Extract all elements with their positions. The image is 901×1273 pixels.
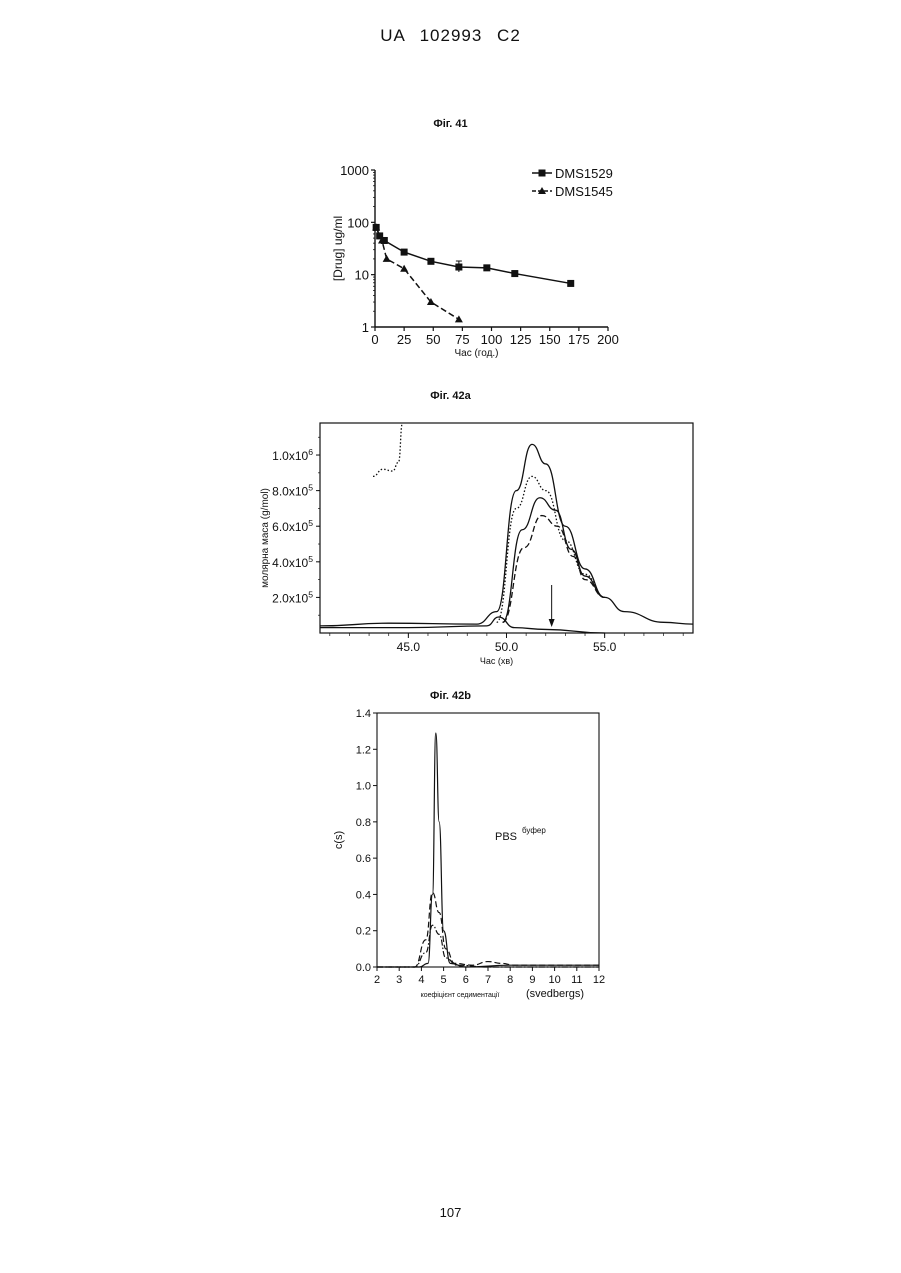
f42b-y-tick-label: 0.4 xyxy=(356,889,371,901)
figure-42a-title: Фіг. 42a xyxy=(0,390,901,402)
f41-legend-marker xyxy=(539,170,546,177)
f41-point xyxy=(483,264,490,271)
f42b-x-tick-label: 4 xyxy=(418,974,424,986)
f42b-x-tick-label: 5 xyxy=(441,974,447,986)
f42a-x-label: Час (хв) xyxy=(480,656,513,666)
f42b-x-tick-label: 10 xyxy=(548,974,560,986)
f42a-y-tick-label: 6.0x105 xyxy=(272,518,313,534)
f42b-y-tick-label: 0.2 xyxy=(356,926,371,938)
f42b-y-tick-label: 0.0 xyxy=(356,962,371,974)
f41-legend-label: DMS1545 xyxy=(555,184,613,199)
f42a-y-tick-label: 2.0x105 xyxy=(272,589,313,605)
f42b-annotation: PBS xyxy=(495,831,517,843)
f42a-x-tick-label: 50.0 xyxy=(495,640,519,654)
f42b-x-label-units: (svedbergs) xyxy=(526,988,584,1000)
f41-x-tick-label: 75 xyxy=(455,332,469,347)
f42b-x-tick-label: 11 xyxy=(571,974,582,986)
f41-point xyxy=(401,249,408,256)
f42b-y-tick-label: 1.0 xyxy=(356,781,371,793)
f42b-x-tick-label: 8 xyxy=(507,974,513,986)
f41-x-tick-label: 200 xyxy=(597,332,619,347)
f41-x-tick-label: 150 xyxy=(539,332,561,347)
f42b-y-tick-label: 0.6 xyxy=(356,853,371,865)
figure-41-chart: 0 25 50 75 100 125 150 175 200 1 10 100 1000 Час (год… xyxy=(320,155,630,370)
f42b-frame xyxy=(377,713,599,967)
f41-x-tick-label: 0 xyxy=(371,332,378,347)
f42a-y-tick-label: 1.0x106 xyxy=(272,447,313,463)
f41-y-tick-label: 1 xyxy=(362,320,369,335)
f41-point xyxy=(567,280,574,287)
f41-x-tick-label: 50 xyxy=(426,332,440,347)
f41-point xyxy=(400,265,408,272)
figure-42a-chart: 45.0 50.0 55.0 2.0x105 4.0x105 6.0x105 8.0x105… xyxy=(255,415,705,675)
f42a-y-label: молярна маса (g/mol) xyxy=(260,488,271,588)
f42a-arrow-head xyxy=(549,619,555,627)
f41-point xyxy=(383,255,391,262)
f41-x-tick-label: 100 xyxy=(481,332,503,347)
f42a-x-tick-label: 55.0 xyxy=(593,640,617,654)
f42b-trace xyxy=(377,733,599,967)
f41-x-label: Час (год.) xyxy=(454,348,498,359)
f41-point xyxy=(455,315,463,322)
f41-x-tick-label: 125 xyxy=(510,332,532,347)
page-number: 107 xyxy=(0,1205,901,1220)
f42a-x-tick-label: 45.0 xyxy=(397,640,421,654)
f42b-x-tick-label: 6 xyxy=(463,974,469,986)
f42b-x-tick-label: 2 xyxy=(374,974,380,986)
f42b-x-tick-label: 7 xyxy=(485,974,491,986)
f41-y-tick-label: 100 xyxy=(347,215,369,230)
f42a-y-tick-label: 8.0x105 xyxy=(272,483,313,499)
f42b-trace xyxy=(377,893,599,967)
f42a-frame xyxy=(320,423,693,633)
patent-header: UA 102993 C2 xyxy=(0,26,901,46)
f42b-x-tick-label: 9 xyxy=(529,974,535,986)
f42b-y-label: c(s) xyxy=(333,831,345,849)
f42b-x-tick-label: 3 xyxy=(396,974,402,986)
f42a-trace xyxy=(320,444,693,626)
f42b-annotation-sup: буфер xyxy=(522,826,546,835)
f42a-trace xyxy=(503,516,605,623)
f42a-trace xyxy=(320,617,605,633)
f41-y-tick-label: 10 xyxy=(355,268,369,283)
f41-point xyxy=(511,270,518,277)
f42b-trace xyxy=(377,925,599,967)
f42a-trace xyxy=(373,423,402,476)
f41-legend-label: DMS1529 xyxy=(555,166,613,181)
f41-x-tick-label: 175 xyxy=(568,332,590,347)
f41-y-label: [Drug] ug/ml xyxy=(331,216,345,281)
f42b-y-tick-label: 1.4 xyxy=(356,708,371,720)
f42b-x-tick-label: 12 xyxy=(593,974,605,986)
f41-x-tick-label: 25 xyxy=(397,332,411,347)
f42b-y-tick-label: 1.2 xyxy=(356,744,371,756)
figure-42b-chart: PBS буфер 2 3 4 5 6 7 8 9 10 11 12 0.0 0.2 0.4 0.6 0.8 1… xyxy=(325,705,615,1010)
figure-41-title: Фіг. 41 xyxy=(0,118,901,130)
f42b-x-label: коефіцієнт седиментації xyxy=(421,991,500,999)
f42a-y-tick-label: 4.0x105 xyxy=(272,554,313,570)
f41-series-line xyxy=(376,227,459,319)
f41-y-tick-label: 1000 xyxy=(340,163,369,178)
figure-42b-title: Фіг. 42b xyxy=(0,690,901,702)
f42b-y-tick-label: 0.8 xyxy=(356,817,371,829)
f41-point xyxy=(427,258,434,265)
